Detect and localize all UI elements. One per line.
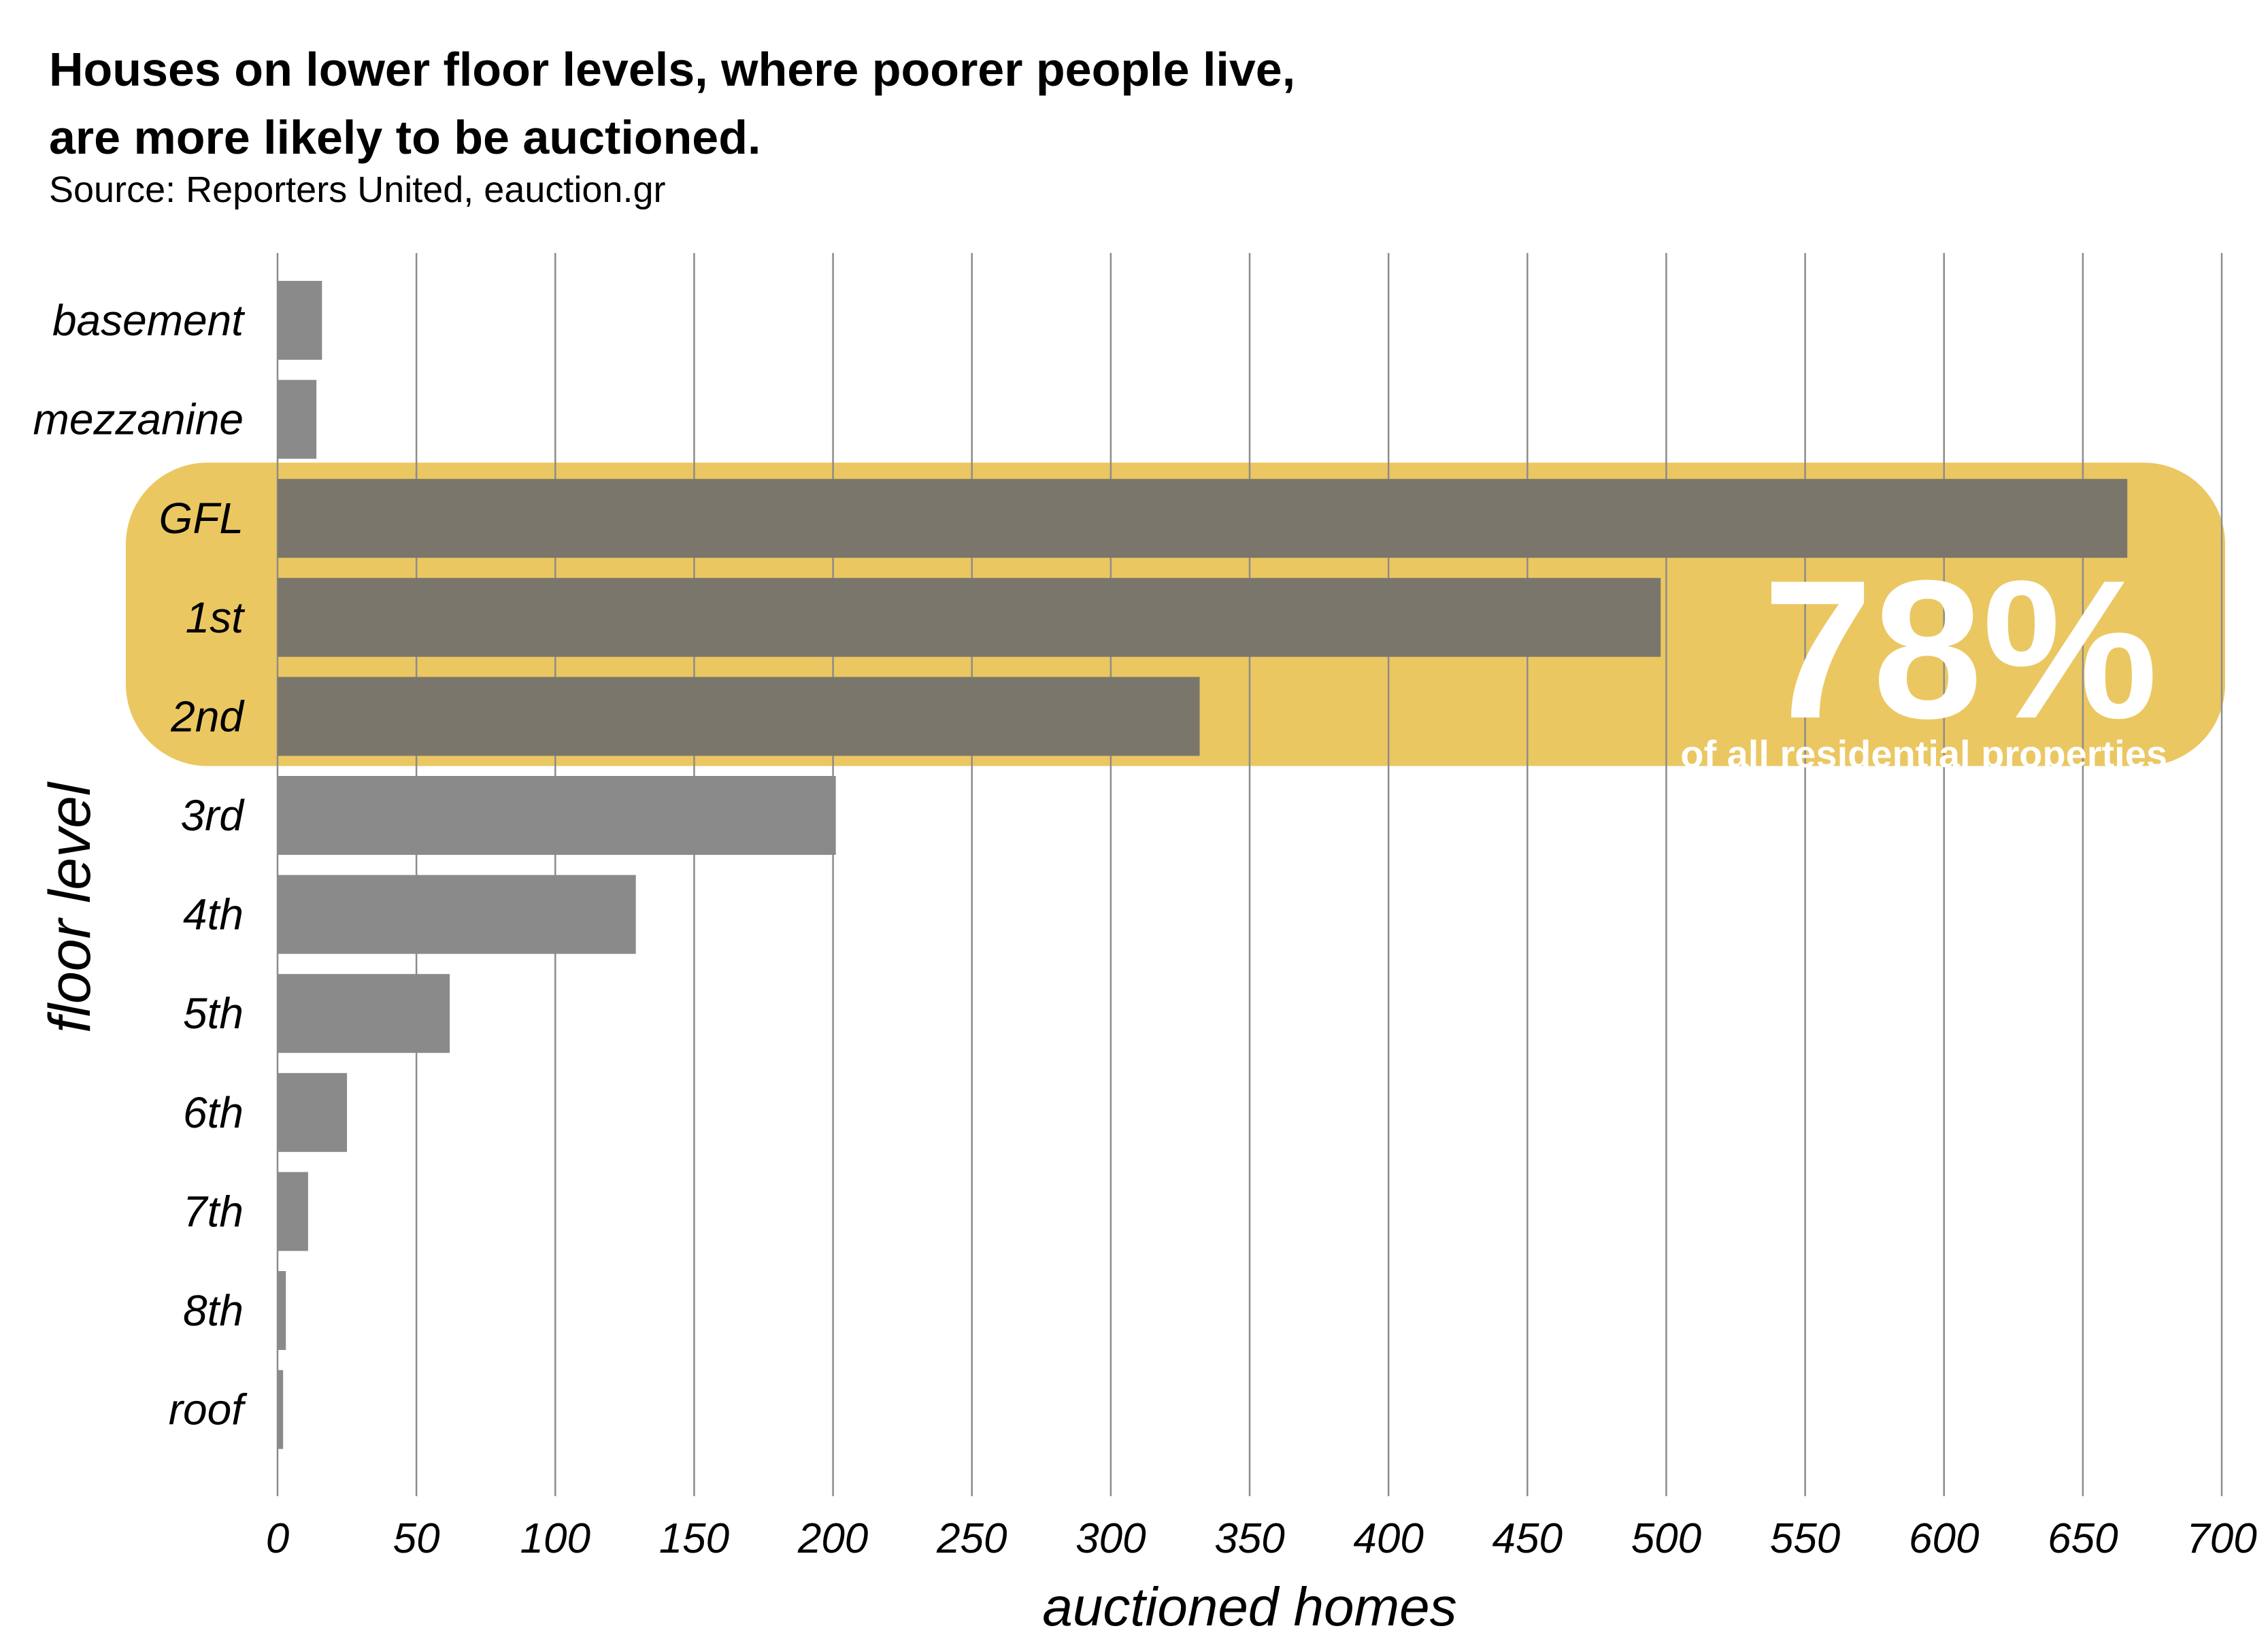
gridlines — [276, 253, 2223, 1496]
y-tick-label: 5th — [183, 989, 244, 1038]
bar-3rd — [278, 776, 836, 855]
x-tick-label: 350 — [1214, 1515, 1284, 1562]
x-tick-label: 450 — [1492, 1515, 1563, 1562]
bar-5th — [278, 974, 450, 1053]
chart-source: Source: Reporters United, eauction.gr — [49, 169, 666, 210]
x-tick-label: 100 — [520, 1515, 590, 1562]
x-tick-label: 700 — [2186, 1515, 2256, 1562]
bar-6th — [278, 1072, 348, 1152]
chart-title: Houses on lower floor levels, where poor… — [49, 35, 1295, 171]
bar-4th — [278, 875, 636, 954]
x-tick-label: 600 — [1909, 1515, 1979, 1562]
x-tick-label: 0 — [266, 1515, 289, 1562]
axis-titles: auctioned homes floor level — [37, 781, 1457, 1637]
chart-title-line-2: are more likely to be auctioned. — [49, 111, 761, 164]
y-tick-label: 7th — [183, 1187, 244, 1236]
bar-roof — [278, 1370, 284, 1449]
x-tick-label: 650 — [2048, 1515, 2118, 1562]
y-tick-label: 6th — [183, 1088, 244, 1137]
x-axis-title: auctioned homes — [1042, 1576, 1456, 1637]
callout-percentage: 78% — [1763, 539, 2158, 760]
x-tick-label: 50 — [393, 1515, 440, 1562]
bars — [278, 281, 2128, 1449]
x-tick-label: 500 — [1631, 1515, 1701, 1562]
chart-title-line-1: Houses on lower floor levels, where poor… — [49, 43, 1296, 96]
bar-1st — [278, 577, 1661, 657]
bar-GFL — [278, 479, 2128, 558]
y-tick-label: 8th — [183, 1286, 244, 1335]
y-tick-label: basement — [52, 296, 245, 345]
y-tick-label: 3rd — [181, 791, 246, 840]
y-tick-label: 2nd — [170, 692, 245, 741]
x-tick-label: 150 — [659, 1515, 729, 1562]
y-tick-label: 1st — [186, 593, 246, 642]
bar-7th — [278, 1172, 308, 1251]
x-tick-label: 250 — [936, 1515, 1007, 1562]
y-tick-label: roof — [169, 1385, 248, 1434]
bar-2nd — [278, 677, 1200, 756]
x-tick-label: 200 — [797, 1515, 868, 1562]
x-tick-label: 300 — [1075, 1515, 1146, 1562]
y-tick-label: GFL — [159, 494, 244, 543]
y-axis-title: floor level — [37, 781, 103, 1033]
bar-mezzanine — [278, 379, 317, 459]
x-tick-labels: 0 50 100 150 200 250 300 350 400 450 500 550 600 650 7… — [266, 1515, 2257, 1562]
x-tick-label: 400 — [1353, 1515, 1423, 1562]
bar-basement — [278, 281, 322, 360]
y-tick-labels: basement mezzanine GFL 1st 2nd 3rd 4th 5th 6th 7t… — [33, 296, 248, 1434]
callout-caption: of all residential properties — [1680, 732, 2167, 775]
x-tick-label: 550 — [1770, 1515, 1840, 1562]
bar-8th — [278, 1271, 286, 1350]
y-tick-label: 4th — [183, 890, 244, 939]
y-tick-label: mezzanine — [33, 395, 244, 444]
callout: 78%of all residential properties — [1680, 539, 2167, 775]
